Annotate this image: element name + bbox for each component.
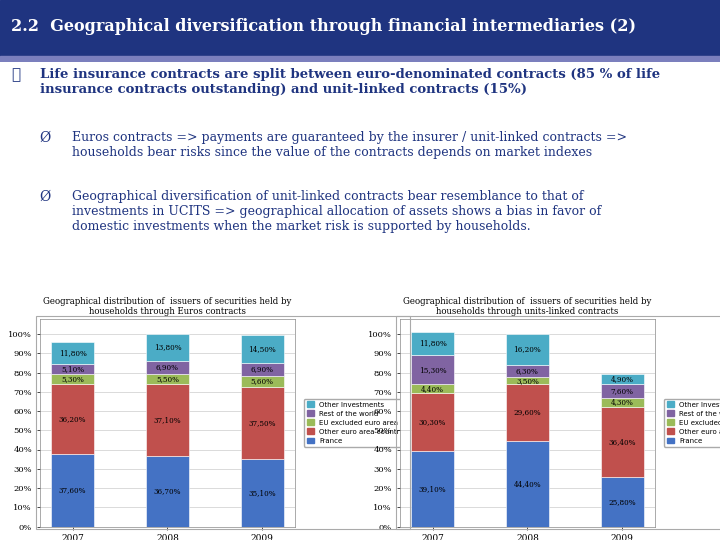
Bar <box>506 365 549 377</box>
Bar <box>601 477 644 526</box>
Text: 7,60%: 7,60% <box>611 387 634 395</box>
Text: 6,90%: 6,90% <box>251 366 274 373</box>
Bar <box>241 363 284 376</box>
Text: 36,40%: 36,40% <box>608 438 636 446</box>
Bar <box>506 384 549 441</box>
Bar <box>506 377 549 384</box>
Text: 3,50%: 3,50% <box>516 377 539 384</box>
Bar <box>146 361 189 374</box>
Text: 5,60%: 5,60% <box>251 377 274 386</box>
Bar <box>411 355 454 384</box>
Text: 11,80%: 11,80% <box>418 340 446 348</box>
Bar <box>411 451 454 526</box>
Text: Life insurance contracts are split between euro-denominated contracts (85 % of l: Life insurance contracts are split betwe… <box>40 68 660 96</box>
Bar <box>51 454 94 526</box>
Text: 37,60%: 37,60% <box>59 487 86 494</box>
Legend: Other Investments, Rest of the world, EU excluded euro area, Other euro area cou: Other Investments, Rest of the world, EU… <box>304 399 413 447</box>
Text: 37,50%: 37,50% <box>248 419 276 427</box>
Bar <box>411 332 454 355</box>
Bar <box>146 334 189 361</box>
Text: 16,20%: 16,20% <box>513 346 541 354</box>
Bar <box>601 399 644 407</box>
Text: 2.2  Geographical diversification through financial intermediaries (2): 2.2 Geographical diversification through… <box>11 18 636 35</box>
Text: 39,10%: 39,10% <box>419 485 446 493</box>
Text: Euros contracts => payments are guaranteed by the insurer / unit-linked contract: Euros contracts => payments are guarante… <box>72 131 627 159</box>
Text: 6,30%: 6,30% <box>516 367 539 375</box>
Bar <box>0 56 720 62</box>
Bar <box>146 374 189 384</box>
Text: 29,60%: 29,60% <box>513 409 541 416</box>
Title: Geographical distribution of  issuers of securities held by
households through E: Geographical distribution of issuers of … <box>43 297 292 316</box>
Bar <box>241 387 284 459</box>
Bar <box>241 459 284 526</box>
Text: 11,80%: 11,80% <box>58 349 86 357</box>
Text: 36,20%: 36,20% <box>59 415 86 423</box>
Bar <box>51 384 94 454</box>
Bar <box>506 441 549 526</box>
Text: 15,30%: 15,30% <box>419 366 446 374</box>
Text: 4,90%: 4,90% <box>611 375 634 383</box>
Text: 5,30%: 5,30% <box>61 375 84 383</box>
Bar <box>241 335 284 363</box>
Text: Ø: Ø <box>40 190 51 204</box>
Bar <box>411 393 454 451</box>
Text: 5,50%: 5,50% <box>156 375 179 383</box>
Bar <box>506 334 549 365</box>
Text: 4,40%: 4,40% <box>421 384 444 393</box>
Text: 6,90%: 6,90% <box>156 363 179 371</box>
Text: 35,10%: 35,10% <box>248 489 276 497</box>
Bar <box>146 384 189 456</box>
Legend: Other Investments, Rest of the world, EU excluded euro area, Other euro area cou: Other Investments, Rest of the world, EU… <box>664 399 720 447</box>
Text: 14,50%: 14,50% <box>248 345 276 353</box>
Bar <box>601 374 644 384</box>
Text: Ø: Ø <box>40 131 51 145</box>
Text: 36,70%: 36,70% <box>153 487 181 495</box>
Bar <box>601 384 644 399</box>
Bar <box>411 384 454 393</box>
Bar <box>146 456 189 526</box>
Bar <box>51 364 94 374</box>
Text: 25,80%: 25,80% <box>608 498 636 505</box>
Text: Geographical diversification of unit-linked contracts bear resemblance to that o: Geographical diversification of unit-lin… <box>72 190 601 233</box>
Text: 30,30%: 30,30% <box>419 418 446 426</box>
Text: 44,40%: 44,40% <box>513 480 541 488</box>
Text: 5,10%: 5,10% <box>61 366 84 373</box>
Text: 37,10%: 37,10% <box>153 416 181 424</box>
Bar <box>241 376 284 387</box>
Text: 13,80%: 13,80% <box>153 343 181 352</box>
Bar <box>51 374 94 384</box>
Text: 4,30%: 4,30% <box>611 399 634 407</box>
Bar <box>601 407 644 477</box>
Text: ❖: ❖ <box>11 68 20 82</box>
Title: Geographical distribution of  issuers of securities held by
households through u: Geographical distribution of issuers of … <box>403 297 652 316</box>
Bar <box>51 342 94 364</box>
